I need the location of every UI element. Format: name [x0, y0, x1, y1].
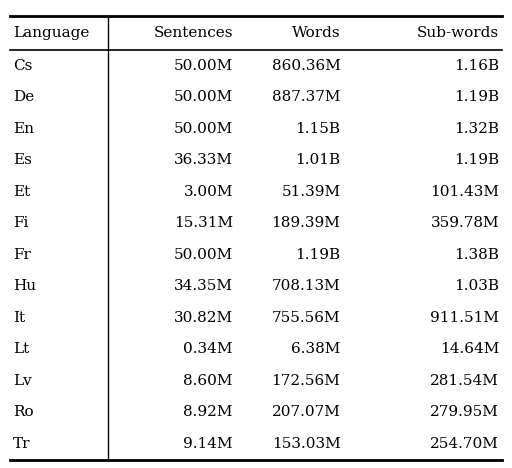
- Text: 189.39M: 189.39M: [271, 216, 340, 230]
- Text: 1.19B: 1.19B: [454, 154, 499, 168]
- Text: 1.15B: 1.15B: [295, 122, 340, 136]
- Text: 8.92M: 8.92M: [183, 405, 233, 419]
- Text: 30.82M: 30.82M: [174, 311, 233, 325]
- Text: 9.14M: 9.14M: [183, 437, 233, 451]
- Text: 911.51M: 911.51M: [430, 311, 499, 325]
- Text: En: En: [13, 122, 34, 136]
- Text: 6.38M: 6.38M: [291, 342, 340, 356]
- Text: 51.39M: 51.39M: [282, 185, 340, 199]
- Text: Cs: Cs: [13, 59, 32, 73]
- Text: 1.19B: 1.19B: [454, 90, 499, 104]
- Text: 1.32B: 1.32B: [454, 122, 499, 136]
- Text: 1.38B: 1.38B: [454, 248, 499, 262]
- Text: 281.54M: 281.54M: [430, 374, 499, 388]
- Text: Et: Et: [13, 185, 30, 199]
- Text: Sentences: Sentences: [154, 26, 233, 40]
- Text: 14.64M: 14.64M: [440, 342, 499, 356]
- Text: 254.70M: 254.70M: [430, 437, 499, 451]
- Text: 708.13M: 708.13M: [272, 279, 340, 293]
- Text: Fr: Fr: [13, 248, 31, 262]
- Text: 1.19B: 1.19B: [295, 248, 340, 262]
- Text: 1.03B: 1.03B: [454, 279, 499, 293]
- Text: 3.00M: 3.00M: [183, 185, 233, 199]
- Text: 8.60M: 8.60M: [183, 374, 233, 388]
- Text: 172.56M: 172.56M: [271, 374, 340, 388]
- Text: Ro: Ro: [13, 405, 33, 419]
- Text: Lv: Lv: [13, 374, 32, 388]
- Text: Tr: Tr: [13, 437, 30, 451]
- Text: 153.03M: 153.03M: [272, 437, 340, 451]
- Text: 0.34M: 0.34M: [183, 342, 233, 356]
- Text: 755.56M: 755.56M: [272, 311, 340, 325]
- Text: 359.78M: 359.78M: [431, 216, 499, 230]
- Text: Es: Es: [13, 154, 32, 168]
- Text: 50.00M: 50.00M: [174, 122, 233, 136]
- Text: 860.36M: 860.36M: [271, 59, 340, 73]
- Text: 34.35M: 34.35M: [174, 279, 233, 293]
- Text: 207.07M: 207.07M: [271, 405, 340, 419]
- Text: De: De: [13, 90, 34, 104]
- Text: Words: Words: [292, 26, 340, 40]
- Text: 1.01B: 1.01B: [295, 154, 340, 168]
- Text: 50.00M: 50.00M: [174, 248, 233, 262]
- Text: 279.95M: 279.95M: [430, 405, 499, 419]
- Text: Sub-words: Sub-words: [417, 26, 499, 40]
- Text: Hu: Hu: [13, 279, 36, 293]
- Text: 101.43M: 101.43M: [430, 185, 499, 199]
- Text: 887.37M: 887.37M: [272, 90, 340, 104]
- Text: Lt: Lt: [13, 342, 29, 356]
- Text: 50.00M: 50.00M: [174, 90, 233, 104]
- Text: 15.31M: 15.31M: [174, 216, 233, 230]
- Text: It: It: [13, 311, 25, 325]
- Text: 50.00M: 50.00M: [174, 59, 233, 73]
- Text: Language: Language: [13, 26, 89, 40]
- Text: 1.16B: 1.16B: [454, 59, 499, 73]
- Text: Fi: Fi: [13, 216, 28, 230]
- Text: 36.33M: 36.33M: [174, 154, 233, 168]
